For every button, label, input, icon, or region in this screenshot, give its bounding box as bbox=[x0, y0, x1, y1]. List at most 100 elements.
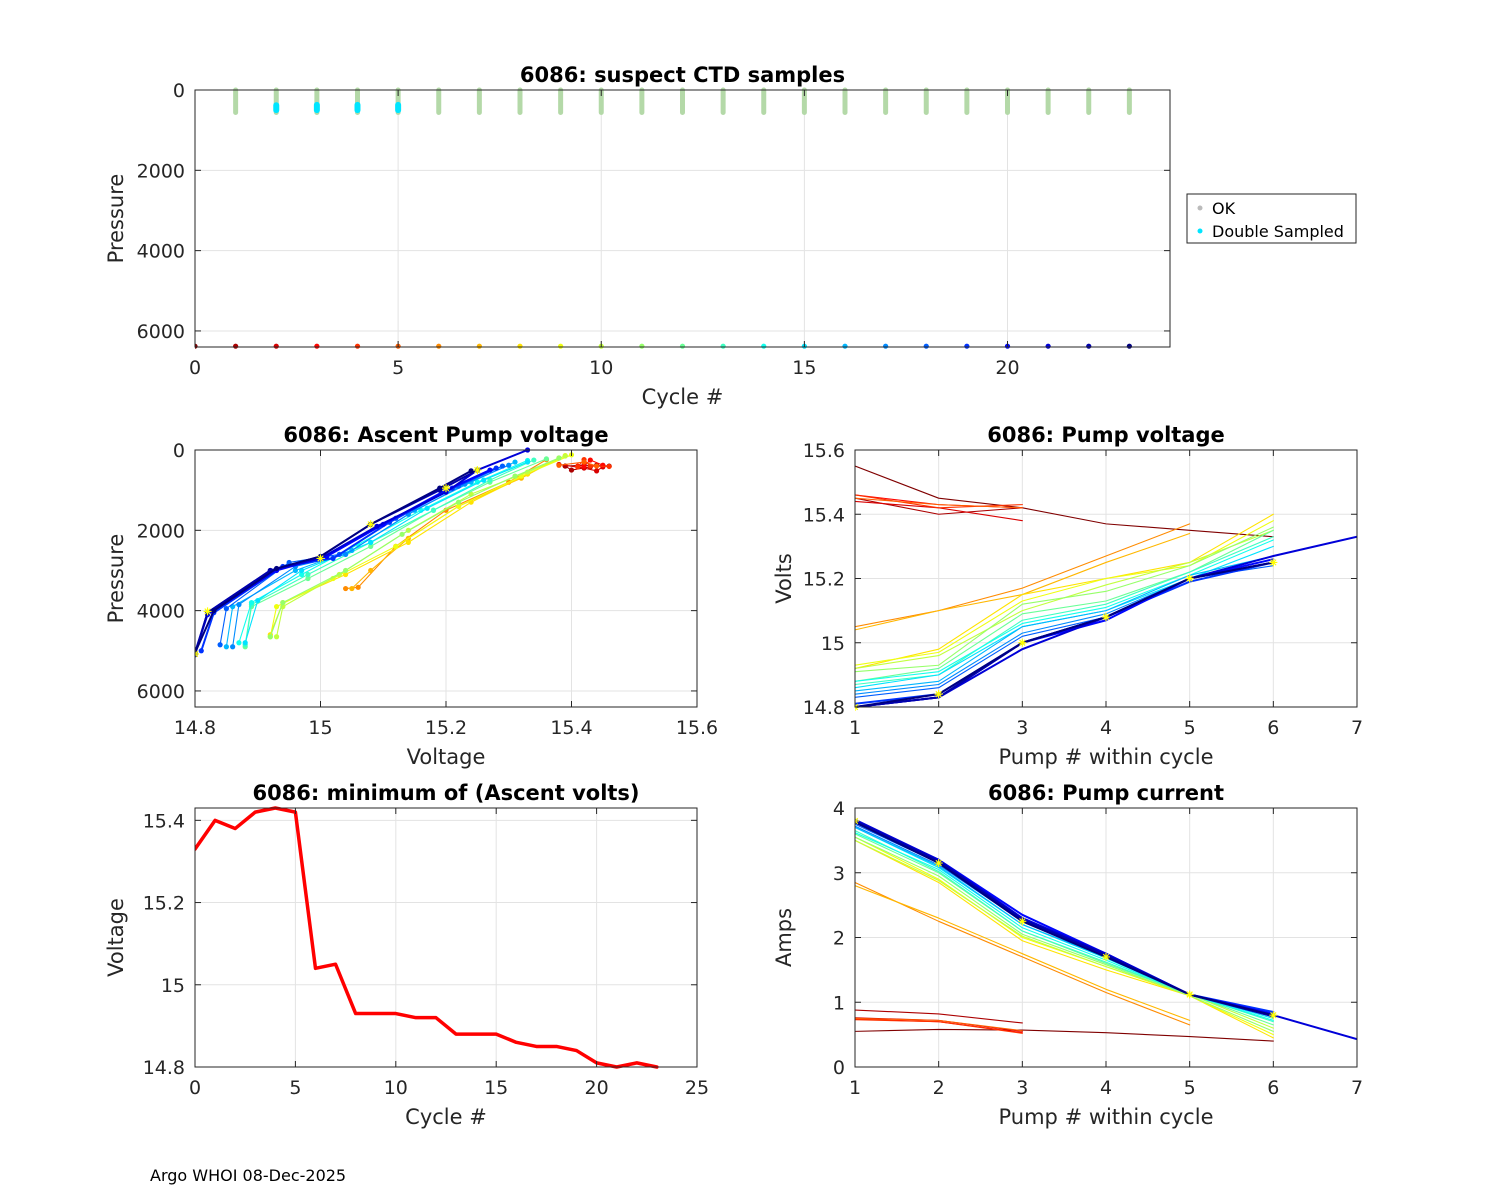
pumpcurrent-xtick-label: 2 bbox=[933, 1077, 945, 1099]
cycle-marker bbox=[761, 343, 767, 349]
series-point bbox=[374, 523, 380, 529]
cycle-marker bbox=[923, 343, 929, 349]
series-point bbox=[575, 464, 581, 470]
series-line bbox=[855, 821, 1275, 1017]
ascent-xlabel: Voltage bbox=[407, 745, 486, 769]
legend-ok-label: OK bbox=[1212, 199, 1236, 218]
highlight-marker bbox=[442, 484, 450, 493]
series-point bbox=[198, 648, 204, 654]
series-line bbox=[855, 497, 1023, 509]
series-point bbox=[524, 459, 531, 465]
minvolt-title: 6086: minimum of (Ascent volts) bbox=[252, 781, 639, 805]
cycle-marker bbox=[679, 343, 686, 349]
minvolt-ytick-label: 15.4 bbox=[143, 810, 185, 832]
pumpcurrent-ytick-label: 2 bbox=[833, 928, 845, 950]
series-point bbox=[405, 539, 411, 545]
series-point bbox=[280, 599, 286, 606]
series-point bbox=[368, 543, 374, 549]
footer-credit: Argo WHOI 08-Dec-2025 bbox=[150, 1166, 347, 1185]
series-point bbox=[255, 597, 261, 604]
series-point bbox=[455, 499, 462, 505]
cycle-marker bbox=[1086, 343, 1092, 349]
ctd-ytick-label: 4000 bbox=[137, 241, 185, 263]
highlight-marker bbox=[473, 466, 482, 475]
series-point bbox=[587, 457, 593, 463]
series-line bbox=[855, 520, 1274, 666]
series-line bbox=[855, 526, 1274, 673]
minvolt-marks bbox=[195, 806, 659, 1069]
series-point bbox=[543, 456, 550, 462]
legend-double-label: Double Sampled bbox=[1212, 222, 1344, 241]
cycle-marker bbox=[883, 343, 889, 349]
series-point bbox=[267, 634, 273, 640]
series-line bbox=[855, 1028, 1274, 1042]
pumpcurrent-ytick-label: 1 bbox=[833, 992, 845, 1014]
series-point bbox=[355, 584, 361, 590]
series-point bbox=[236, 602, 242, 608]
series-point bbox=[531, 457, 537, 463]
series-point bbox=[600, 462, 606, 468]
minvolt-ytick-label: 15.2 bbox=[143, 893, 185, 915]
series-line bbox=[855, 881, 1191, 1026]
cycle-marker bbox=[1045, 343, 1051, 349]
series-point bbox=[606, 463, 612, 470]
ascent-xtick-label: 14.8 bbox=[174, 717, 216, 739]
highlight-marker bbox=[934, 690, 943, 699]
series-line bbox=[855, 1009, 1023, 1024]
series-line bbox=[855, 513, 1274, 670]
series-point bbox=[399, 531, 405, 537]
ctd-xtick-label: 0 bbox=[189, 357, 201, 379]
series-point bbox=[305, 575, 311, 582]
series-line bbox=[855, 529, 1274, 682]
cycle-marker bbox=[639, 343, 645, 349]
ascent-xtick-label: 15.6 bbox=[676, 717, 718, 739]
ascent-ytick-label: 2000 bbox=[137, 520, 185, 542]
ascent-chart: 14.8 15 15.2 15.4 15.6 0 2000 4000 6000 6086: Asc… bbox=[104, 423, 718, 769]
highlight-marker bbox=[1018, 917, 1027, 926]
series-line bbox=[855, 836, 1274, 1032]
series-line bbox=[855, 494, 1023, 509]
minvolt-axes-frame bbox=[194, 807, 698, 1068]
ascent-ytick-label: 6000 bbox=[137, 681, 185, 703]
pumpvolt-xtick-label: 2 bbox=[933, 717, 945, 739]
ctd-chart: 0 5 10 15 20 0 2000 4000 6000 6086: suspect CTD s… bbox=[104, 63, 1171, 409]
cycle-marker bbox=[517, 343, 523, 349]
series-point bbox=[273, 634, 280, 640]
series-point bbox=[368, 539, 374, 545]
cycle-marker bbox=[558, 343, 564, 349]
cycle-marker bbox=[720, 343, 726, 349]
series-point bbox=[581, 459, 587, 465]
series-point bbox=[424, 505, 430, 511]
series-point bbox=[223, 644, 229, 650]
series-line bbox=[855, 523, 1191, 628]
series-point bbox=[349, 585, 355, 592]
minvolt-xtick-label: 0 bbox=[189, 1077, 201, 1099]
highlight-marker bbox=[1102, 952, 1110, 961]
highlight-marker bbox=[366, 520, 375, 529]
series-point bbox=[330, 555, 336, 562]
series-line bbox=[855, 561, 1275, 708]
series-point bbox=[393, 543, 399, 549]
ascent-marks bbox=[195, 447, 612, 658]
series-point bbox=[430, 507, 437, 513]
pumpvolt-xlabel: Pump # within cycle bbox=[999, 745, 1214, 769]
pumpvolt-marks bbox=[855, 465, 1357, 711]
series-point bbox=[305, 571, 311, 578]
pumpcurrent-xtick-label: 1 bbox=[849, 1077, 861, 1099]
pumpcurrent-xtick-label: 4 bbox=[1100, 1077, 1112, 1099]
series-point bbox=[512, 459, 518, 465]
series-point bbox=[562, 453, 568, 459]
pumpcurrent-marks bbox=[855, 816, 1357, 1042]
pumpcurrent-ytick-label: 0 bbox=[833, 1057, 845, 1079]
series-point bbox=[343, 551, 349, 558]
cycle-marker bbox=[1126, 343, 1132, 349]
series-point bbox=[273, 604, 280, 610]
pumpvolt-ytick-label: 14.8 bbox=[803, 697, 845, 719]
series-point bbox=[499, 463, 506, 469]
series-point bbox=[437, 485, 443, 491]
pumpvolt-ytick-label: 15.6 bbox=[803, 440, 845, 462]
pumpvolt-ytick-label: 15.2 bbox=[803, 569, 845, 591]
series-point bbox=[223, 606, 229, 612]
